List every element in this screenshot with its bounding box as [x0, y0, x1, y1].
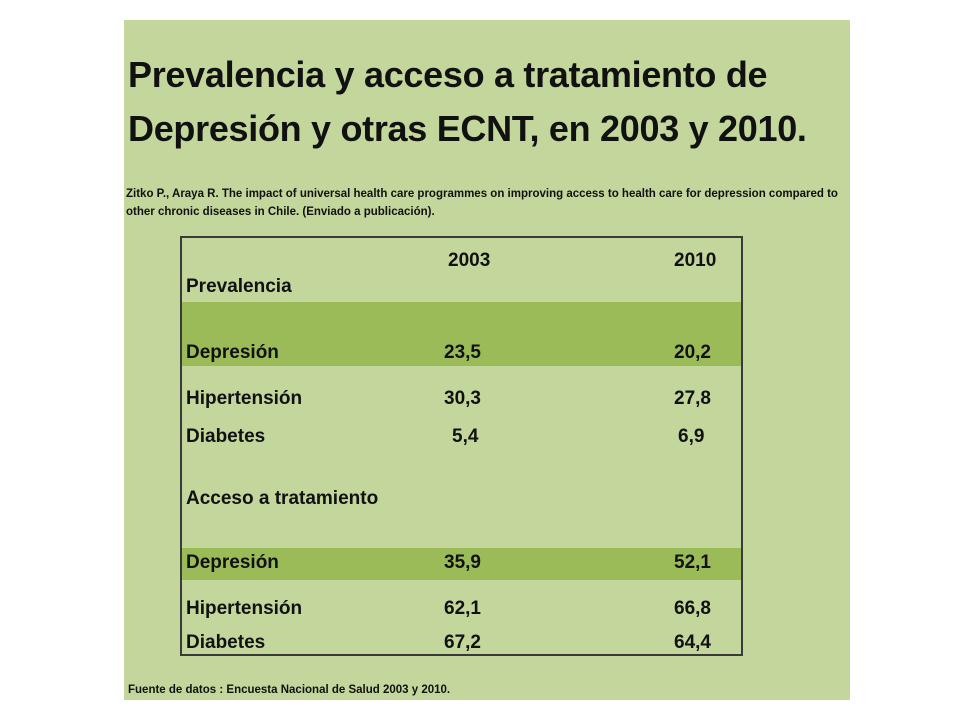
section-header-prevalence: Prevalencia — [186, 276, 292, 297]
data-source-note: Fuente de datos : Encuesta Nacional de S… — [128, 684, 451, 696]
section-header-access-row: Acceso a tratamiento — [182, 488, 741, 514]
cell-2003: 23,5 — [444, 342, 481, 363]
table-row-access-depresion: Depresión 35,9 52,1 — [182, 548, 741, 580]
row-label: Hipertensión — [186, 598, 303, 619]
section-header-access: Acceso a tratamiento — [186, 488, 379, 509]
column-header-2010: 2010 — [674, 250, 717, 271]
cell-2010: 52,1 — [674, 552, 711, 573]
cell-2010: 27,8 — [674, 388, 711, 409]
table-row-prevalence-hipertension: Hipertensión 30,3 27,8 — [182, 388, 741, 414]
row-label: Depresión — [186, 342, 279, 363]
table-row-prevalence-depresion: Depresión 23,5 20,2 — [182, 302, 741, 366]
cell-2003: 35,9 — [444, 552, 481, 573]
slide-title: Prevalencia y acceso a tratamiento de De… — [128, 54, 807, 149]
row-label: Depresión — [186, 552, 279, 573]
section-header-prevalence-row: Prevalencia — [182, 276, 741, 306]
table-row-access-diabetes: Diabetes 67,2 64,4 — [182, 632, 741, 654]
cell-2003: 30,3 — [444, 388, 481, 409]
cell-2003: 62,1 — [444, 598, 481, 619]
table-row-prevalence-diabetes: Diabetes 5,4 6,9 — [182, 426, 741, 452]
table-row-access-hipertension: Hipertensión 62,1 66,8 — [182, 598, 741, 624]
citation: Zitko P., Araya R. The impact of univers… — [126, 188, 838, 218]
row-label: Diabetes — [186, 632, 266, 653]
cell-2010: 6,9 — [678, 426, 705, 447]
row-label: Diabetes — [186, 426, 266, 447]
data-table: 2003 2010 Prevalencia Depresión 23,5 20,… — [180, 236, 743, 656]
cell-2010: 64,4 — [674, 632, 711, 653]
table-header-row: 2003 2010 — [182, 250, 741, 280]
cell-2003: 5,4 — [452, 426, 479, 447]
row-label: Hipertensión — [186, 388, 303, 409]
cell-2010: 66,8 — [674, 598, 711, 619]
column-header-2003: 2003 — [448, 250, 491, 271]
cell-2003: 67,2 — [444, 632, 481, 653]
cell-2010: 20,2 — [674, 342, 711, 363]
slide: Prevalencia y acceso a tratamiento de De… — [124, 20, 850, 700]
